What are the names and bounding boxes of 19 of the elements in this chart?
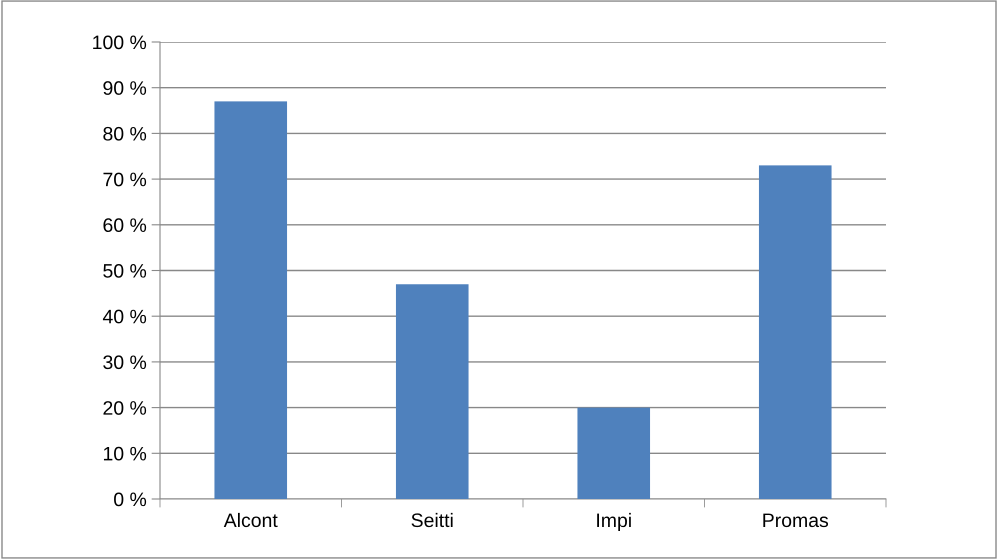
y-tick-label: 0 % [114, 492, 146, 506]
y-tick-label: 100 % [93, 35, 146, 50]
y-tick-label: 10 % [104, 446, 146, 461]
y-tick-label: 40 % [102, 310, 146, 324]
y-tick-label: 50 % [103, 264, 146, 278]
bar [577, 408, 650, 499]
y-tick-label: 20 % [103, 401, 146, 415]
x-tick-label: Promas [763, 514, 828, 528]
x-tick-label: Impi [597, 512, 631, 532]
y-tick-label: 60 % [103, 218, 146, 232]
y-tick-label: 30 % [103, 355, 146, 370]
y-tick-label: 80 % [103, 126, 146, 141]
x-tick-label: Alcont [224, 512, 278, 528]
bar [396, 284, 469, 499]
x-tick-label: Seitti [412, 512, 453, 528]
y-tick-label: 90 % [103, 81, 146, 95]
bar [214, 101, 288, 499]
y-tick-label: 70 % [103, 172, 146, 186]
bar [758, 165, 832, 499]
